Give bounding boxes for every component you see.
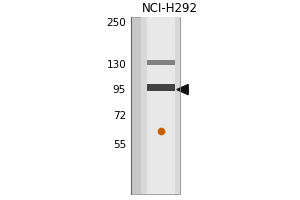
Bar [147,17,176,194]
Text: NCI-H292: NCI-H292 [142,2,198,15]
Bar [147,60,176,65]
Polygon shape [177,84,188,95]
Text: 72: 72 [113,111,126,121]
Text: 130: 130 [106,60,126,70]
Bar [141,17,180,194]
Bar [147,84,176,91]
Text: 95: 95 [113,85,126,95]
Text: 250: 250 [106,18,126,28]
Bar [130,17,180,194]
Text: 55: 55 [113,140,126,150]
